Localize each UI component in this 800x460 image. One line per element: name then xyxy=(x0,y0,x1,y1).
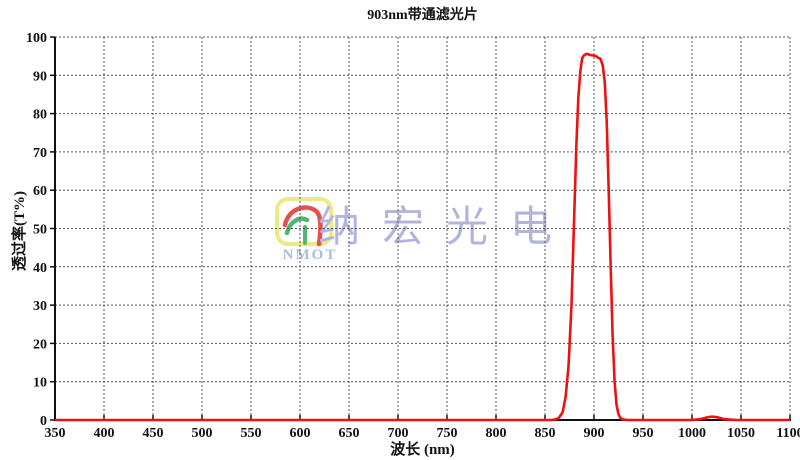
svg-text:40: 40 xyxy=(33,261,47,276)
svg-text:400: 400 xyxy=(94,426,115,441)
logo-red-arc xyxy=(282,205,323,247)
svg-text:900: 900 xyxy=(584,426,605,441)
svg-text:450: 450 xyxy=(143,426,164,441)
svg-text:1050: 1050 xyxy=(727,426,755,441)
svg-text:350: 350 xyxy=(45,426,66,441)
svg-text:0: 0 xyxy=(40,414,47,429)
svg-text:750: 750 xyxy=(437,426,458,441)
svg-text:800: 800 xyxy=(486,426,507,441)
svg-text:20: 20 xyxy=(33,337,47,352)
svg-text:850: 850 xyxy=(535,426,556,441)
y-tick-labels: 0 10 20 30 40 50 60 70 80 90 100 xyxy=(26,31,47,429)
svg-text:950: 950 xyxy=(633,426,654,441)
svg-text:550: 550 xyxy=(241,426,262,441)
x-tick-labels: 350 400 450 500 550 600 650 700 750 800 850 900 950 1… xyxy=(45,426,800,441)
svg-text:100: 100 xyxy=(26,31,47,46)
nmot-logo-icon xyxy=(275,197,333,247)
svg-text:650: 650 xyxy=(339,426,360,441)
logo-green-arc xyxy=(284,216,310,236)
svg-text:700: 700 xyxy=(388,426,409,441)
svg-text:50: 50 xyxy=(33,223,47,238)
y-axis-title: 透过率(T%) xyxy=(12,191,28,271)
svg-text:30: 30 xyxy=(33,299,47,314)
nmot-logo: NMOT xyxy=(274,197,338,267)
svg-text:10: 10 xyxy=(33,376,47,391)
x-axis-title: 波长 (nm) xyxy=(390,442,455,458)
svg-text:90: 90 xyxy=(33,69,47,84)
svg-text:1000: 1000 xyxy=(678,426,706,441)
tick-marks xyxy=(50,36,791,421)
svg-text:60: 60 xyxy=(33,184,47,199)
svg-text:500: 500 xyxy=(192,426,213,441)
svg-text:70: 70 xyxy=(33,146,47,161)
nmot-logo-text: NMOT xyxy=(282,247,338,263)
svg-text:80: 80 xyxy=(33,108,47,123)
svg-text:600: 600 xyxy=(290,426,311,441)
gridlines xyxy=(55,36,791,420)
transmission-curve xyxy=(55,52,790,422)
chart-title: 903nm带通滤光片 xyxy=(367,8,478,23)
